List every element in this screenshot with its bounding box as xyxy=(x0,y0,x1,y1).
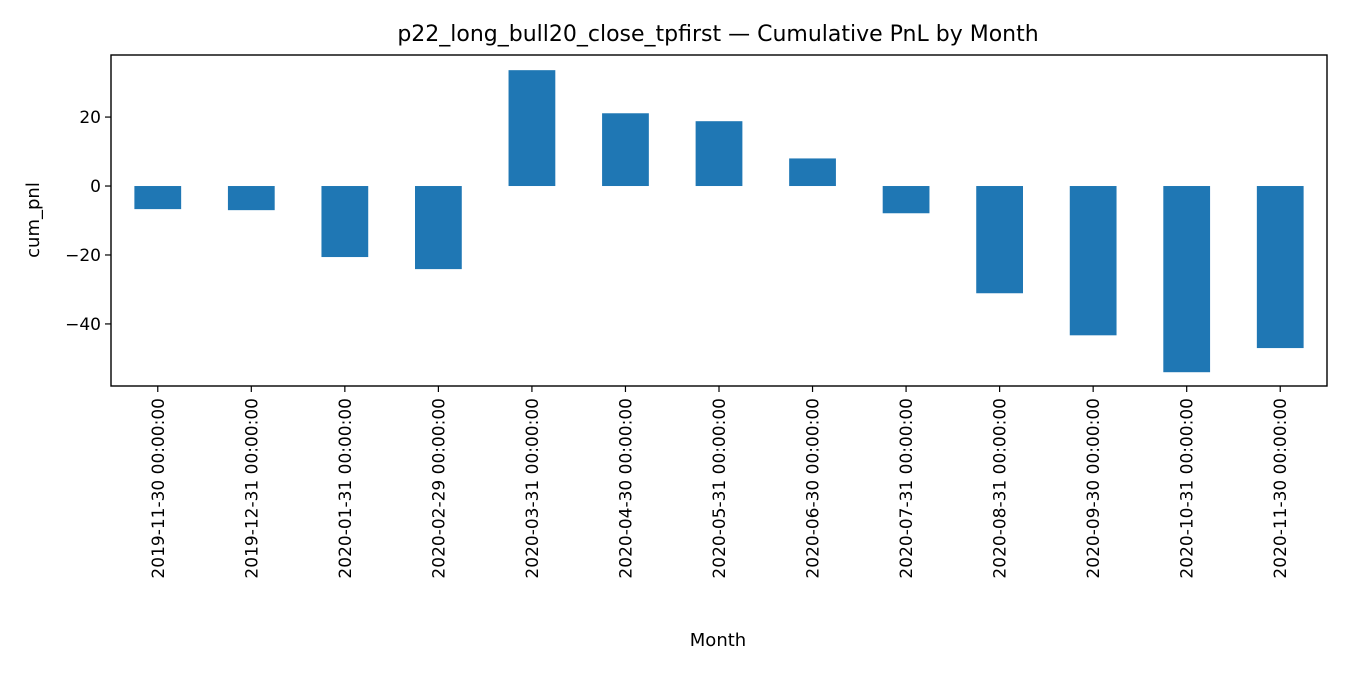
y-tick-label: 0 xyxy=(90,177,101,197)
bar xyxy=(882,186,930,214)
bar xyxy=(695,121,743,187)
x-tick-label: 2020-10-31 00:00:00 xyxy=(1178,398,1198,579)
x-tick-label: 2019-12-31 00:00:00 xyxy=(242,398,262,579)
x-tick-label: 2020-04-30 00:00:00 xyxy=(616,398,636,579)
bars-group xyxy=(134,70,1304,373)
y-tick-label: −20 xyxy=(65,246,101,266)
bar xyxy=(321,186,369,258)
bar xyxy=(789,158,836,187)
y-tick-label: −40 xyxy=(65,315,101,335)
x-tick-label: 2020-08-31 00:00:00 xyxy=(991,398,1011,579)
bar xyxy=(1256,186,1304,349)
y-axis-label: cum_pnl xyxy=(23,182,44,258)
x-tick-label: 2020-09-30 00:00:00 xyxy=(1084,398,1104,579)
bar xyxy=(415,186,462,270)
x-axis-label: Month xyxy=(690,630,746,651)
bar xyxy=(602,113,649,187)
chart-title: p22_long_bull20_close_tpfirst — Cumulati… xyxy=(397,22,1038,47)
bar xyxy=(134,186,182,210)
x-tick-label: 2020-01-31 00:00:00 xyxy=(336,398,356,579)
x-tick-label: 2020-05-31 00:00:00 xyxy=(710,398,730,579)
x-tick-label: 2019-11-30 00:00:00 xyxy=(149,398,169,579)
y-tick-label: 20 xyxy=(79,108,101,128)
bar xyxy=(1069,186,1117,336)
x-tick-label: 2020-11-30 00:00:00 xyxy=(1271,398,1291,579)
bar xyxy=(976,186,1023,294)
bar xyxy=(508,70,556,187)
x-tick-label: 2020-07-31 00:00:00 xyxy=(897,398,917,579)
bar xyxy=(1163,186,1211,373)
plot-frame xyxy=(110,54,1328,387)
x-tick-label: 2020-06-30 00:00:00 xyxy=(804,398,824,579)
x-tick-label: 2020-02-29 00:00:00 xyxy=(429,398,449,579)
bar xyxy=(227,186,275,211)
x-tick-label: 2020-03-31 00:00:00 xyxy=(523,398,543,579)
y-axis: −40 −20 0 20 xyxy=(65,108,111,335)
x-axis: 2019-11-30 00:00:00 2019-12-31 00:00:00 20… xyxy=(149,386,1291,579)
